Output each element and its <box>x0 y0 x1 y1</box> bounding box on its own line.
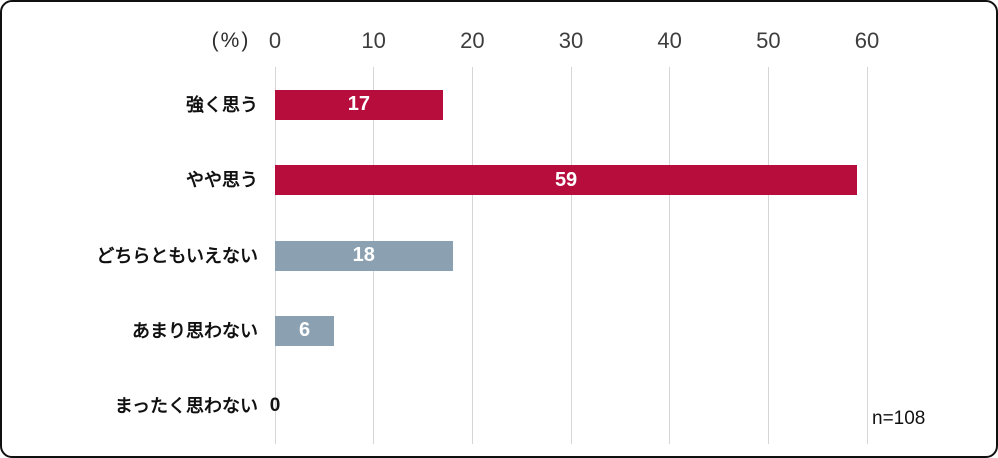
x-tick-label-40: 40 <box>657 28 682 53</box>
x-tick-label-50: 50 <box>756 28 781 53</box>
x-tick-label-20: 20 <box>460 28 485 53</box>
bar-value-label: 6 <box>299 319 311 342</box>
x-tick-label-10: 10 <box>361 28 386 53</box>
bar: 6 <box>275 315 335 346</box>
x-tick-label-0: 0 <box>268 28 282 53</box>
gridline-x-40 <box>669 67 671 444</box>
category-label: どちらともいえない <box>96 245 258 266</box>
axis-unit-label: (%) <box>211 29 251 52</box>
category-label: 強く思う <box>186 94 258 115</box>
bar: 17 <box>275 89 443 120</box>
bar-value-label: 18 <box>352 244 375 266</box>
category-label: まったく思わない <box>114 396 258 417</box>
bar-value-label: 17 <box>347 93 370 116</box>
category-label: あまり思わない <box>132 320 258 341</box>
bar: 59 <box>275 165 858 196</box>
sample-size-label: n=108 <box>872 408 926 429</box>
gridline-x-60 <box>866 67 868 444</box>
x-tick-label-30: 30 <box>558 28 584 53</box>
gridline-x-30 <box>570 67 572 444</box>
category-label: やや思う <box>186 170 258 191</box>
gridline-x-20 <box>471 67 473 444</box>
bar-value-label: 59 <box>554 168 578 191</box>
bar: 18 <box>275 240 453 271</box>
gridline-x-50 <box>767 67 769 444</box>
x-tick-label-60: 60 <box>854 28 880 53</box>
zero-value-label: 0 <box>269 395 281 417</box>
